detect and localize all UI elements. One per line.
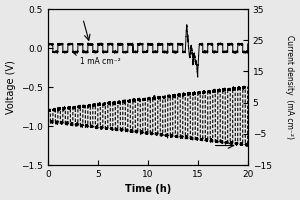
X-axis label: Time (h): Time (h)	[124, 184, 171, 194]
Y-axis label: Voltage (V): Voltage (V)	[6, 60, 16, 114]
Text: 1 mA cm⁻²: 1 mA cm⁻²	[74, 52, 121, 66]
Y-axis label: Current density  (mA cm⁻²): Current density (mA cm⁻²)	[285, 35, 294, 139]
